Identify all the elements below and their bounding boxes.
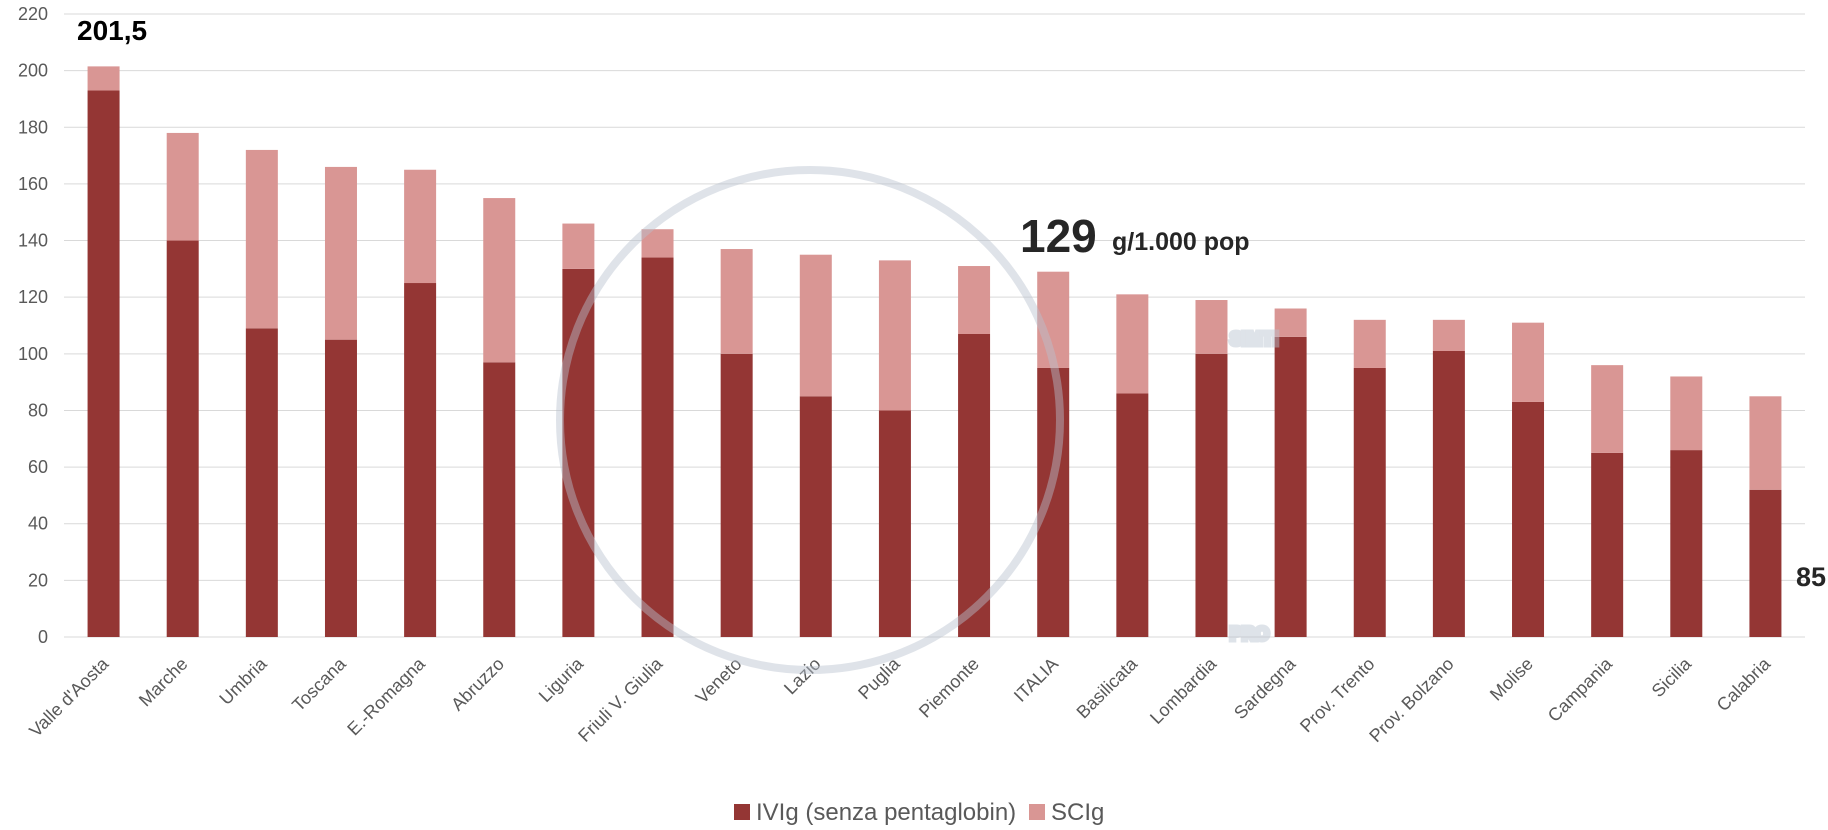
bar-segment — [245, 149, 278, 329]
y-tick-label: 160 — [18, 174, 48, 194]
legend-swatch — [734, 804, 750, 820]
bar-segment — [1116, 393, 1149, 637]
x-tick-label: Campania — [1544, 653, 1617, 726]
bar-segment — [1353, 367, 1386, 637]
watermark-logo — [556, 166, 1064, 674]
watermark-text: PRO — [1230, 624, 1269, 644]
bar-segment — [799, 396, 832, 637]
bar-segment — [1432, 350, 1465, 637]
x-tick-label: Toscana — [288, 653, 350, 715]
bar-segment — [1274, 336, 1307, 637]
x-tick-label: Friuli V. Giulia — [574, 653, 667, 746]
annotation: 85 — [1796, 562, 1826, 592]
bar-segment — [1591, 452, 1624, 637]
bar-segment — [245, 328, 278, 637]
x-tick-label: ITALIA — [1010, 654, 1062, 706]
annotation: g/1.000 pop — [1112, 228, 1250, 256]
bar-segment — [1116, 294, 1149, 394]
bar-segment — [1432, 319, 1465, 351]
bar-segment — [1749, 489, 1782, 637]
bar-segment — [166, 240, 199, 637]
annotation: 201,5 — [77, 15, 147, 46]
bar-segment — [1037, 367, 1070, 637]
bar-segment — [562, 268, 595, 637]
x-tick-label: Molise — [1486, 654, 1537, 705]
x-tick-label: Sardegna — [1230, 653, 1300, 723]
bar-segment — [720, 353, 753, 637]
bar-segment — [641, 257, 674, 637]
y-tick-label: 220 — [18, 4, 48, 24]
x-tick-label: Liguria — [535, 653, 588, 706]
bar-segment — [799, 254, 832, 397]
bar-segment — [404, 169, 437, 284]
x-tick-label: Prov. Bolzano — [1365, 654, 1457, 746]
x-tick-label: Sicilia — [1648, 653, 1696, 701]
y-tick-label: 120 — [18, 287, 48, 307]
x-tick-label: Prov. Trento — [1296, 654, 1379, 737]
y-tick-label: 180 — [18, 117, 48, 137]
x-tick-label: Valle d'Aosta — [25, 653, 113, 741]
x-tick-label: Basilicata — [1073, 653, 1142, 722]
x-tick-label: Umbria — [216, 653, 272, 709]
bar-segment — [878, 260, 911, 411]
bar-segment — [1037, 271, 1070, 368]
y-tick-label: 0 — [38, 627, 48, 647]
bar-segment — [166, 132, 199, 241]
y-tick-label: 140 — [18, 231, 48, 251]
bar-segment — [1195, 353, 1228, 637]
bar-segment — [483, 362, 516, 637]
bar-segment — [958, 333, 991, 637]
bar-segment — [1512, 322, 1545, 402]
x-tick-label: Marche — [135, 654, 192, 711]
y-tick-label: 80 — [28, 400, 48, 420]
bar-segment — [87, 66, 120, 91]
bar-segment — [483, 198, 516, 363]
y-tick-label: 20 — [28, 570, 48, 590]
watermark: SIMTI PRO — [556, 166, 1281, 674]
bar-segment — [1749, 396, 1782, 490]
bar-segment — [720, 249, 753, 354]
bar-segment — [878, 410, 911, 637]
x-tick-label: Piemonte — [915, 654, 983, 722]
bar-segment — [958, 266, 991, 334]
legend-label: IVIg (senza pentaglobin) — [756, 799, 1016, 826]
bar-segment — [1670, 376, 1703, 451]
x-tick-label: Lombardia — [1146, 653, 1221, 728]
annotation: 129 — [1020, 210, 1097, 262]
x-tick-label: Calabria — [1713, 653, 1775, 715]
x-tick-label: E.-Romagna — [343, 653, 429, 739]
bar-segment — [404, 283, 437, 637]
bar-segment — [562, 223, 595, 269]
y-tick-label: 60 — [28, 457, 48, 477]
bar-segment — [324, 339, 357, 637]
bar-segment — [641, 229, 674, 258]
bar-segment — [1195, 300, 1228, 354]
legend-label: SCIg — [1051, 799, 1104, 826]
bar-segment — [1591, 365, 1624, 453]
x-tick-label: Lazio — [780, 654, 825, 699]
y-tick-label: 200 — [18, 61, 48, 81]
y-tick-label: 40 — [28, 514, 48, 534]
bar-segment — [1353, 319, 1386, 368]
x-tick-label: Abruzzo — [447, 654, 508, 715]
bar-segment — [1512, 401, 1545, 637]
watermark-text: SIMTI — [1230, 329, 1278, 349]
bar-segment — [87, 90, 120, 637]
legend-swatch — [1029, 804, 1045, 820]
bar-segment — [1274, 308, 1307, 337]
bar-segment — [324, 166, 357, 340]
y-tick-label: 100 — [18, 344, 48, 364]
bar-segment — [1670, 450, 1703, 637]
